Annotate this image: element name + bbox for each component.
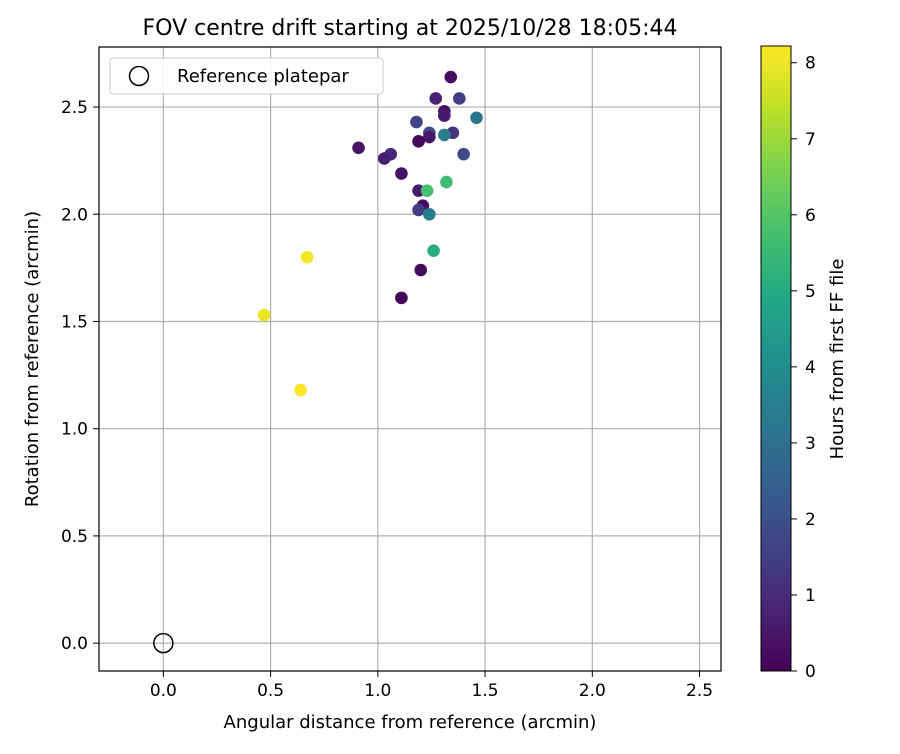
scatter-point [440, 175, 453, 189]
colorbar-tick-label: 8 [805, 54, 816, 74]
colorbar-ticks: 0 1 2 3 4 5 6 7 8 [791, 54, 816, 682]
x-axis-ticks: 0.0 0.5 1.0 1.5 2.0 2.5 [150, 671, 713, 701]
x-tick-label: 1.5 [472, 681, 499, 701]
scatter-point [444, 70, 458, 84]
scatter-point [377, 152, 391, 165]
y-axis-label: Rotation from reference (arcmin) [22, 211, 43, 507]
colorbar-gradient [760, 45, 792, 672]
colorbar-tick-label: 2 [805, 510, 816, 530]
scatter-point [438, 109, 451, 122]
scatter-point [395, 291, 408, 305]
legend-label: Reference platepar [177, 66, 349, 87]
x-tick-label: 0.5 [257, 681, 284, 701]
x-tick-label: 1.0 [364, 681, 391, 701]
x-tick-label: 0.0 [150, 681, 177, 701]
scatter-point [470, 111, 483, 125]
scatter-point [352, 141, 365, 155]
colorbar-tick-label: 0 [805, 662, 816, 682]
colorbar-tick-label: 6 [805, 206, 816, 226]
x-axis-label: Angular distance from reference (arcmin) [224, 712, 597, 733]
scatter-point [257, 308, 271, 322]
legend-marker-icon [128, 65, 150, 87]
x-tick-label: 2.0 [579, 681, 606, 701]
y-tick-label: 2.0 [61, 205, 88, 225]
reference-platepar-marker [153, 632, 174, 654]
y-tick-label: 0.5 [61, 527, 88, 547]
chart-title: FOV centre drift starting at 2025/10/28 … [143, 16, 678, 41]
scatter-point [453, 92, 466, 105]
legend-box [109, 57, 384, 95]
scatter-point [429, 92, 443, 105]
colorbar-tick-label: 5 [805, 282, 816, 302]
scatter-point [414, 263, 428, 277]
colorbar-tick-label: 1 [805, 586, 816, 606]
scatter-point [423, 207, 436, 221]
scatter-point [438, 128, 451, 142]
y-tick-label: 1.0 [61, 420, 88, 440]
colorbar-tick-label: 4 [805, 358, 816, 378]
reference-point-group [153, 632, 174, 654]
colorbar-label: Hours from first FF file [827, 259, 848, 460]
scatter-point [427, 244, 440, 258]
legend: Reference platepar [109, 57, 384, 95]
colorbar-tick-label: 3 [805, 434, 816, 454]
colorbar-tick-label: 7 [805, 130, 816, 150]
scatter-point [412, 135, 425, 148]
colorbar: 0 1 2 3 4 5 6 7 8 Hours from first FF file [760, 45, 848, 682]
scatter-point [412, 203, 425, 217]
scatter-point [423, 130, 436, 144]
y-tick-label: 0.0 [61, 634, 88, 654]
scatter-point [457, 147, 470, 161]
grid-lines [99, 47, 721, 671]
y-tick-label: 2.5 [61, 98, 88, 118]
x-tick-label: 2.5 [686, 681, 713, 701]
scatter-point [395, 167, 408, 180]
plot-frame [98, 46, 722, 672]
y-tick-label: 1.5 [61, 312, 88, 332]
scatter-point [420, 184, 434, 197]
y-axis-ticks: 0.0 0.5 1.0 1.5 2.0 2.5 [61, 98, 99, 654]
scatter-point [294, 383, 307, 397]
scatter-point [410, 115, 423, 129]
scatter-point [300, 250, 314, 264]
data-points [257, 70, 483, 397]
